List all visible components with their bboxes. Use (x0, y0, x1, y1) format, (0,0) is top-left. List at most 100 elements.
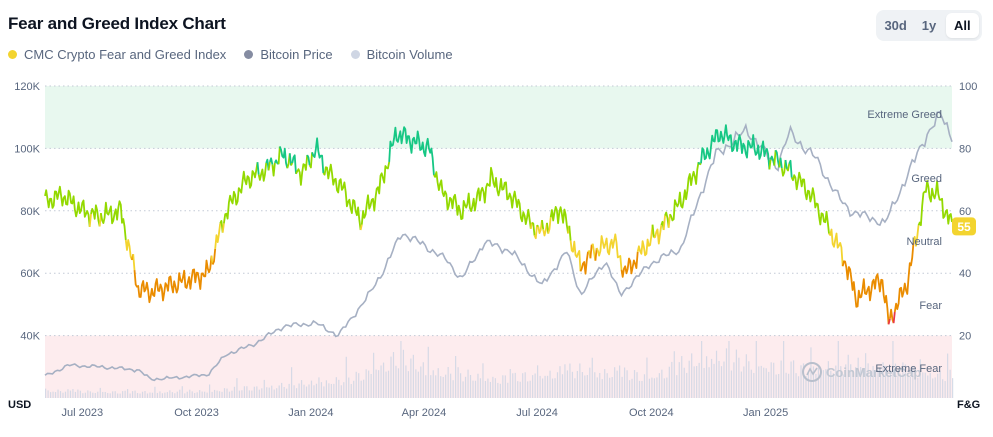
fear-greed-line-segment (133, 255, 213, 304)
volume-bar (847, 354, 849, 398)
x-tick-label: Jan 2025 (743, 407, 788, 419)
volume-bar (504, 375, 506, 398)
volume-bar (735, 349, 738, 398)
tab-all[interactable]: All (945, 13, 979, 38)
volume-bar (97, 391, 99, 398)
tab-1y[interactable]: 1y (921, 18, 937, 33)
volume-bar (877, 369, 879, 398)
volume-bar (432, 370, 434, 398)
volume-bar (310, 380, 313, 398)
volume-bar (338, 379, 340, 398)
volume-bar (507, 382, 509, 398)
volume-bar (539, 375, 541, 398)
volume-bar (892, 341, 894, 398)
zone-label: Neutral (907, 236, 942, 248)
fear-greed-line-segment (595, 233, 623, 270)
volume-bar (676, 375, 678, 398)
fear-greed-line-segment (265, 158, 270, 171)
volume-bar (879, 375, 882, 398)
volume-bar (206, 392, 208, 398)
volume-bar (527, 381, 529, 398)
volume-bar (479, 378, 482, 398)
volume-bar (47, 390, 49, 398)
legend-dot-fear-greed (8, 50, 17, 59)
fear-greed-line-segment (100, 200, 127, 241)
y-right-tick-label: 100 (959, 81, 977, 93)
volume-bar (380, 365, 382, 398)
volume-bar (467, 369, 469, 398)
volume-bar (696, 365, 698, 398)
volume-bar (522, 373, 524, 398)
legend-item-bitcoin-price[interactable]: Bitcoin Price (244, 47, 333, 62)
volume-bar (156, 392, 159, 398)
volume-bar (422, 362, 424, 398)
volume-bar (942, 379, 944, 398)
volume-bar (691, 353, 693, 398)
fear-greed-line-segment (277, 146, 281, 165)
volume-bar (619, 365, 621, 398)
volume-bar (638, 380, 641, 398)
volume-bar (464, 376, 467, 398)
legend-item-bitcoin-volume[interactable]: Bitcoin Volume (350, 47, 453, 62)
volume-bar (681, 356, 683, 398)
volume-bar (69, 390, 72, 398)
volume-bar (626, 370, 628, 398)
volume-bar (204, 391, 206, 398)
volume-bar (407, 371, 409, 398)
volume-bar (937, 373, 939, 398)
volume-bar (365, 369, 367, 398)
tab-30d[interactable]: 30d (884, 18, 907, 33)
volume-bar (623, 367, 626, 398)
volume-bar (340, 385, 342, 398)
legend-item-fear-greed[interactable]: CMC Crypto Fear and Greed Index (8, 47, 226, 62)
x-tick-label: Jul 2024 (516, 407, 558, 419)
volume-bar (840, 366, 842, 398)
volume-bar (730, 370, 733, 398)
volume-bar (469, 374, 472, 398)
bitcoin-price-line (44, 110, 953, 382)
fear-greed-line-segment (887, 318, 891, 325)
volume-bar (653, 378, 656, 398)
volume-bar (271, 385, 273, 398)
volume-bar (537, 365, 539, 398)
legend-dot-bitcoin-volume (350, 50, 360, 59)
volume-bar (273, 389, 275, 398)
volume-bar (611, 377, 613, 398)
volume-bar (164, 392, 166, 398)
volume-bar (492, 376, 494, 398)
volume-bar (452, 380, 454, 398)
volume-bar (82, 393, 84, 398)
volume-bar (122, 391, 124, 398)
volume-bar (862, 370, 864, 398)
fear-greed-line-segment (214, 223, 222, 249)
fear-greed-line-segment (841, 260, 890, 325)
volume-bar (209, 384, 211, 398)
fear-greed-line-segment (790, 171, 830, 234)
fear-greed-line-segment (295, 154, 309, 186)
volume-bar (666, 377, 668, 398)
volume-bar (648, 378, 651, 398)
volume-bar (850, 364, 852, 398)
volume-bar (740, 371, 742, 398)
volume-bar (295, 388, 298, 398)
fear-greed-line-segment (219, 219, 224, 233)
fear-greed-line-segment (669, 162, 700, 222)
volume-bar (693, 366, 695, 398)
volume-bar (783, 341, 785, 398)
volume-bar (417, 371, 419, 398)
volume-bar (934, 377, 936, 398)
volume-bar (179, 389, 181, 398)
volume-bar (616, 370, 618, 398)
volume-bar (84, 392, 86, 398)
volume-bar (614, 367, 616, 398)
volume-bar (594, 372, 596, 398)
volume-bar (412, 354, 414, 398)
zone-label: Extreme Greed (867, 109, 942, 121)
volume-bar (494, 378, 496, 398)
fear-greed-line-segment (271, 162, 276, 177)
fear-greed-line-segment (288, 153, 292, 166)
volume-bar (554, 378, 556, 398)
volume-bar (405, 365, 407, 398)
volume-bar (599, 372, 601, 398)
